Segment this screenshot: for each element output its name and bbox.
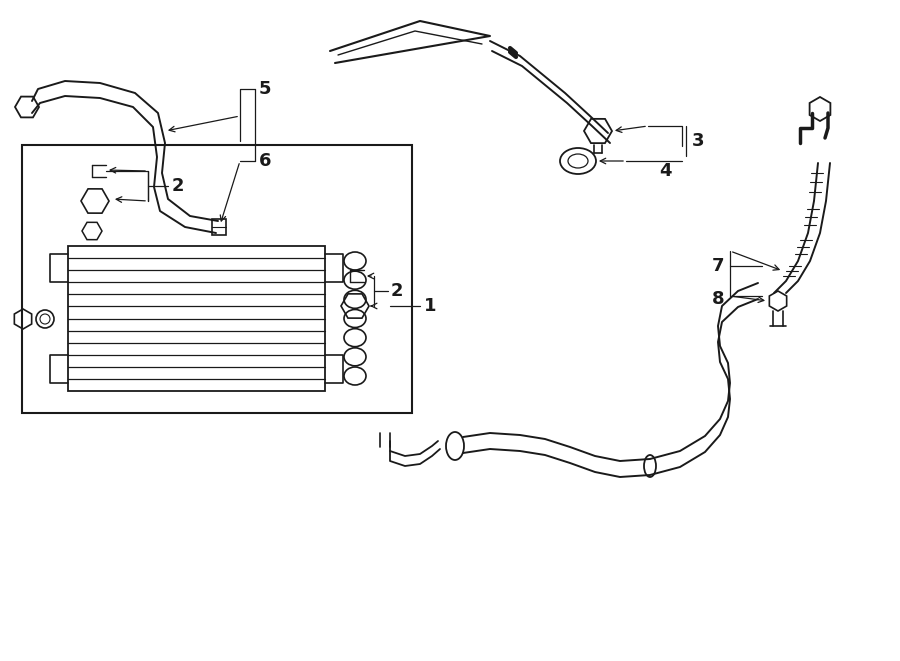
- Bar: [68, 246, 325, 391]
- Text: 6: 6: [259, 152, 271, 170]
- Text: 1: 1: [424, 297, 436, 315]
- Bar: [212, 219, 226, 235]
- Text: 5: 5: [259, 80, 271, 98]
- Text: 7: 7: [712, 257, 724, 275]
- Bar: [22, 145, 412, 413]
- Text: 8: 8: [712, 290, 724, 308]
- Text: 3: 3: [692, 132, 704, 150]
- Text: 2: 2: [172, 177, 184, 195]
- Text: 2: 2: [391, 282, 403, 300]
- Text: 4: 4: [659, 162, 671, 180]
